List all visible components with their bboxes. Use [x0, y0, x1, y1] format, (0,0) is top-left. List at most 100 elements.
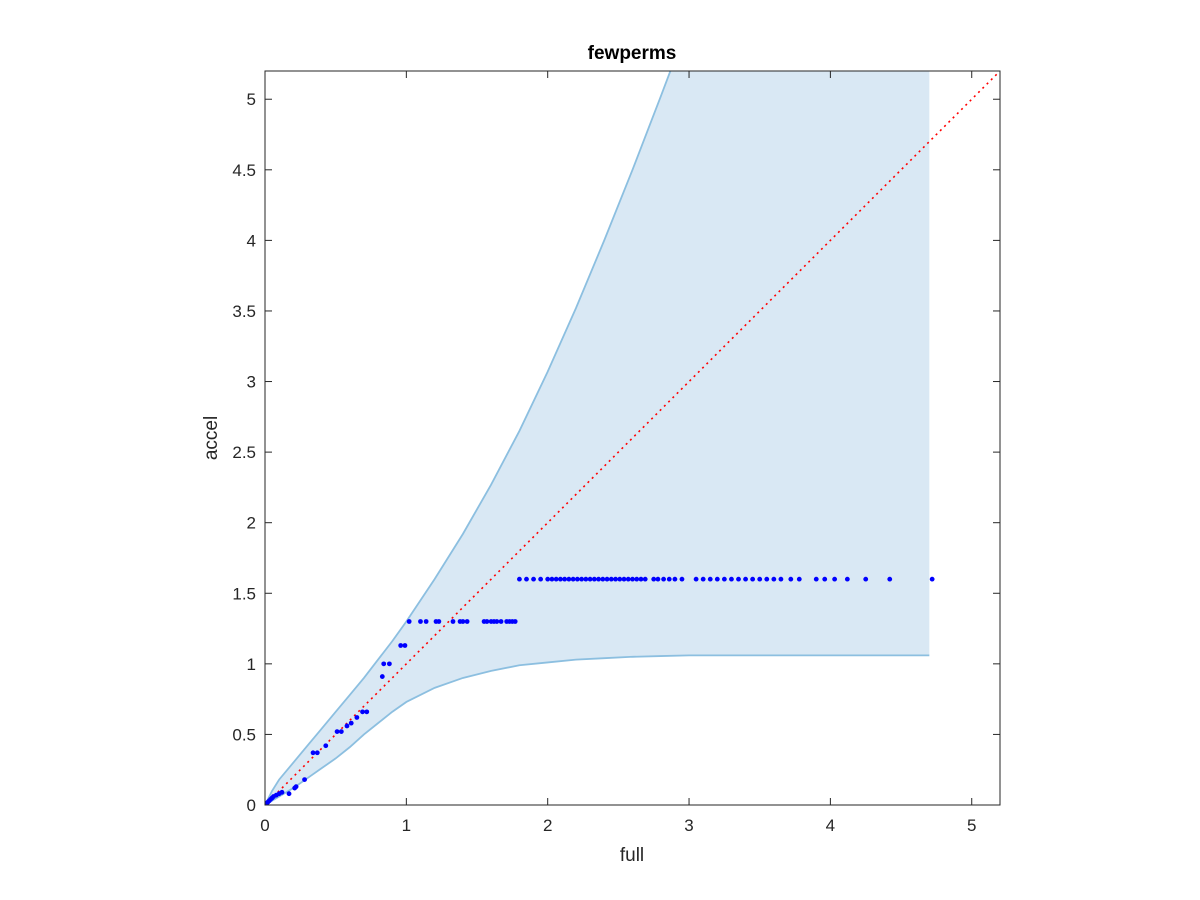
- band-upper-edge: [265, 71, 672, 805]
- x-tick-label: 3: [684, 816, 693, 835]
- data-point: [498, 619, 504, 624]
- data-point: [608, 576, 614, 582]
- data-point: [721, 576, 727, 582]
- y-tick-label: 1.5: [232, 584, 256, 603]
- identity-line: [265, 71, 1000, 805]
- data-point: [450, 619, 456, 624]
- y-tick-label: 3.5: [232, 302, 256, 321]
- data-point: [743, 576, 748, 582]
- data-point: [832, 576, 838, 582]
- data-point: [621, 576, 627, 582]
- data-point: [549, 576, 555, 582]
- data-point: [464, 619, 470, 624]
- data-point: [386, 661, 392, 667]
- data-point: [929, 576, 935, 582]
- data-point: [700, 576, 706, 582]
- data-point: [757, 576, 763, 582]
- y-tick-labels: 0 0.5 1 1.5 2 2.5 3 3.5 4 4.5 5: [232, 90, 256, 815]
- data-point: [642, 576, 648, 582]
- y-axis-label: accel: [201, 416, 222, 460]
- data-point: [338, 729, 344, 734]
- data-point: [764, 576, 770, 582]
- data-point: [666, 576, 672, 582]
- data-point: [844, 576, 850, 582]
- data-point: [693, 576, 699, 582]
- data-point: [707, 576, 713, 582]
- data-point: [574, 576, 580, 582]
- y-tick-label: 4.5: [232, 161, 256, 180]
- data-point: [402, 643, 408, 648]
- confidence-band: [265, 71, 930, 805]
- data-point: [788, 576, 794, 582]
- data-point: [460, 619, 466, 624]
- data-point: [524, 576, 529, 582]
- data-point: [423, 619, 429, 624]
- y-tick-label: 2: [247, 514, 256, 533]
- chart-title: fewperms: [588, 43, 677, 64]
- data-point: [494, 619, 500, 624]
- data-point: [418, 619, 423, 624]
- data-point: [436, 619, 442, 624]
- y-tick-label: 2.5: [232, 443, 256, 462]
- data-point: [348, 720, 354, 726]
- data-points: [265, 576, 935, 805]
- data-point: [771, 576, 777, 582]
- data-point: [630, 576, 635, 582]
- data-point: [638, 576, 644, 582]
- data-point: [778, 576, 784, 582]
- data-point: [822, 576, 828, 582]
- data-point: [600, 576, 606, 582]
- data-point: [364, 709, 370, 715]
- data-point: [484, 619, 490, 624]
- data-point: [887, 576, 893, 582]
- data-point: [531, 576, 536, 582]
- x-tick-label: 1: [402, 816, 411, 835]
- data-point: [406, 619, 412, 624]
- x-tick-label: 2: [543, 816, 552, 835]
- data-point: [634, 576, 640, 582]
- y-tick-label: 0: [247, 796, 256, 815]
- data-point: [617, 576, 623, 582]
- data-point: [583, 576, 589, 582]
- data-point: [591, 576, 597, 582]
- y-tick-label: 3: [247, 373, 256, 392]
- y-tick-label: 4: [247, 231, 256, 250]
- data-point: [729, 576, 734, 582]
- x-tick-label: 5: [967, 816, 976, 835]
- data-point: [538, 576, 544, 582]
- plot-area: [265, 71, 1000, 805]
- data-point: [625, 576, 631, 582]
- data-point: [286, 791, 292, 797]
- data-point: [360, 709, 365, 715]
- x-tick-label: 0: [260, 816, 269, 835]
- data-point: [651, 576, 657, 582]
- data-point: [354, 715, 360, 720]
- x-tick-label: 4: [826, 816, 835, 835]
- data-point: [750, 576, 756, 582]
- data-point: [279, 789, 285, 795]
- data-point: [545, 576, 551, 582]
- data-point: [562, 576, 568, 582]
- data-point: [672, 576, 678, 582]
- data-point: [512, 619, 518, 624]
- data-point: [796, 576, 802, 582]
- data-point: [398, 643, 404, 648]
- data-point: [302, 777, 307, 782]
- data-point: [661, 576, 666, 582]
- axes-box: [264, 70, 1001, 806]
- data-point: [587, 576, 593, 582]
- data-point: [596, 576, 601, 582]
- data-point: [334, 729, 340, 734]
- data-point: [314, 750, 320, 756]
- x-axis-label: full: [620, 845, 644, 866]
- data-point: [310, 750, 316, 756]
- data-point: [570, 576, 576, 582]
- data-point: [579, 576, 585, 582]
- data-point: [323, 743, 329, 749]
- data-point: [813, 576, 819, 582]
- data-point: [736, 576, 741, 582]
- data-point: [517, 576, 522, 582]
- data-point: [863, 576, 869, 582]
- y-tick-label: 1: [247, 655, 256, 674]
